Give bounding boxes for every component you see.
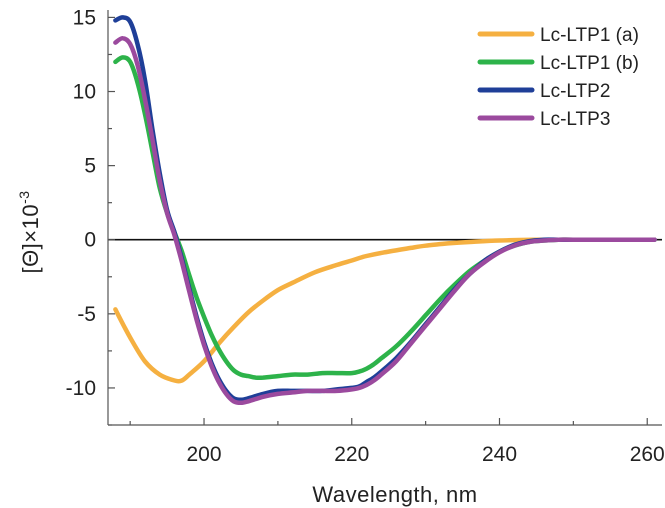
x-axis-ticks: 200 220 240 260 <box>129 418 665 466</box>
legend-label-lc-ltp1-a: Lc-LTP1 (a) <box>540 25 639 46</box>
y-axis-title-main: [Θ]×10 <box>18 204 43 274</box>
series-line-lc-ltp1-a <box>113 237 657 384</box>
series-layer <box>113 15 657 406</box>
y-tick-label: 0 <box>84 229 96 252</box>
series-line-lc-ltp2 <box>113 15 657 403</box>
legend-label-lc-ltp3: Lc-LTP3 <box>540 109 610 130</box>
x-tick-label: 220 <box>334 443 369 466</box>
plot-area <box>108 15 662 406</box>
y-axis-title: [Θ]×10-3 <box>16 190 43 273</box>
y-tick-label: 5 <box>84 155 96 178</box>
y-tick-label: -5 <box>77 303 96 326</box>
x-tick-label: 240 <box>482 443 517 466</box>
x-tick-label: 260 <box>630 443 665 466</box>
y-tick-label: 15 <box>73 6 96 29</box>
legend-label-lc-ltp1-b: Lc-LTP1 (b) <box>540 53 639 74</box>
y-axis-title-exponent: -3 <box>16 190 32 203</box>
y-tick-label: -10 <box>66 377 96 400</box>
series-line-lc-ltp1-b <box>113 55 657 380</box>
x-tick-label: 200 <box>187 443 222 466</box>
x-axis-title: Wavelength, nm <box>312 482 477 507</box>
legend: Lc-LTP1 (a) Lc-LTP1 (b) Lc-LTP2 Lc-LTP3 <box>477 25 639 130</box>
series-line-lc-ltp3 <box>113 35 657 406</box>
y-axis-ticks: 15 10 5 0 -5 -10 <box>66 6 115 426</box>
y-tick-label: 10 <box>73 81 96 104</box>
legend-label-lc-ltp2: Lc-LTP2 <box>540 81 610 102</box>
